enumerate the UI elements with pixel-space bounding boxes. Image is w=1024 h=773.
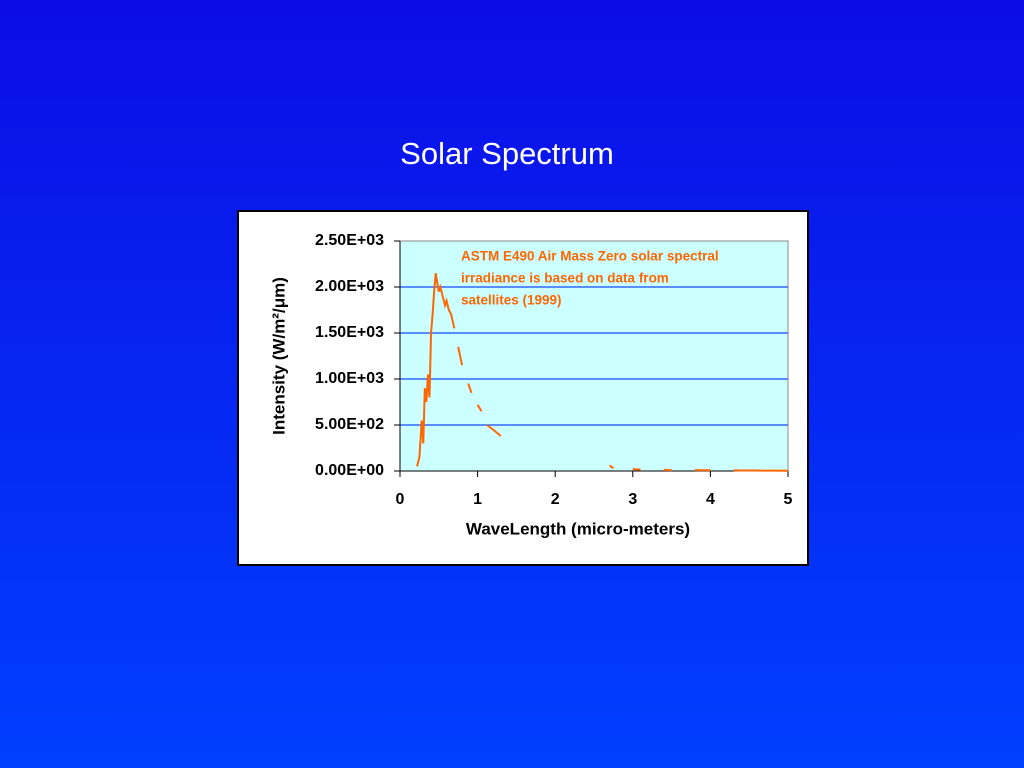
y-tick-label: 2.00E+03	[315, 278, 384, 295]
annotation: satellites (1999)	[461, 293, 562, 308]
y-tick-label: 0.00E+00	[315, 462, 384, 479]
x-tick-label: 0	[396, 491, 405, 508]
x-tick-label: 3	[628, 491, 637, 508]
annotation: ASTM E490 Air Mass Zero solar spectral	[461, 249, 719, 264]
slide-title: Solar Spectrum	[400, 136, 614, 171]
y-tick-label: 1.50E+03	[315, 324, 384, 341]
x-axis-label: WaveLength (micro-meters)	[466, 519, 690, 538]
x-tick-label: 2	[551, 491, 560, 508]
y-tick-label: 1.00E+03	[315, 370, 384, 387]
y-tick-label: 5.00E+02	[315, 416, 384, 433]
x-tick-label: 4	[706, 491, 715, 508]
plot-area	[399, 240, 789, 472]
y-tick-label: 2.50E+03	[315, 232, 384, 249]
y-axis-label: Intensity (W/m²/μm)	[269, 277, 288, 435]
x-tick-label: 1	[473, 491, 482, 508]
x-tick-label: 5	[784, 491, 793, 508]
spectrum-line	[416, 273, 789, 472]
annotation: irradiance is based on data from	[461, 271, 669, 286]
